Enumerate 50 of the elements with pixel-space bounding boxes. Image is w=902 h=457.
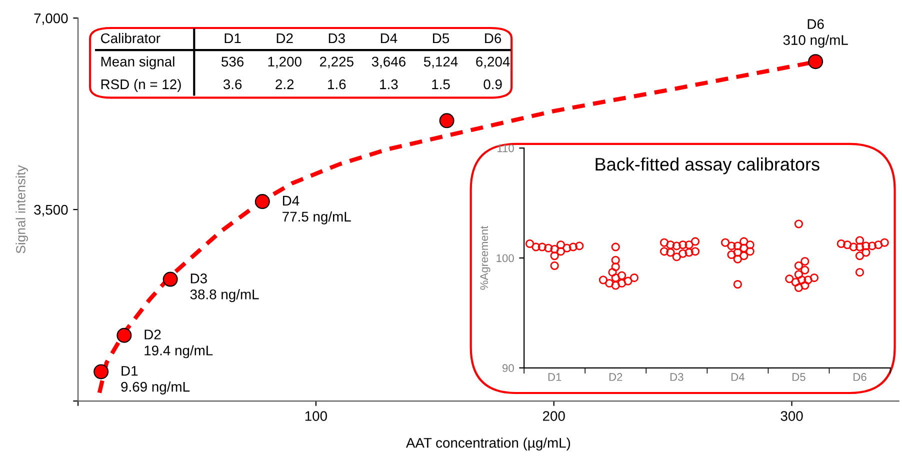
x-tick-label: D1 [548, 373, 562, 381]
annotation: Calibrator [101, 32, 160, 44]
y-tick-label: 90 [502, 364, 514, 372]
x-tick-label: 300 [780, 411, 803, 421]
y-axis-title: Signal intensity [16, 165, 28, 254]
point [808, 54, 824, 70]
annotation: 3,646 [372, 56, 406, 68]
y-tick-label: 110 [497, 144, 514, 152]
annotation: 0.9 [484, 79, 502, 90]
annotation: 1.6 [328, 79, 346, 90]
x-tick-label: 200 [542, 411, 565, 421]
annotation: 1,200 [268, 56, 302, 68]
annotation: D2 [276, 33, 293, 44]
annotation: D3 [328, 33, 345, 44]
annotation: 2,225 [320, 56, 354, 68]
x-tick-label: D3 [670, 373, 684, 381]
annotation: 1.3 [380, 79, 398, 90]
annotation: D4 [380, 34, 398, 44]
y-tick-label: 3,500 [34, 204, 68, 216]
x-tick-label: D6 [854, 373, 866, 381]
annotation: RSD (n = 12) [101, 79, 181, 92]
point [439, 113, 454, 128]
annotation: D1 9.69 ng/mL [121, 366, 190, 394]
annotation: D4 77.5 ng/mL [282, 196, 351, 224]
annotation: D2 19.4 ng/mL [144, 330, 213, 358]
x-axis-title: AAT concentration (µg/mL) [406, 438, 570, 451]
point [254, 194, 270, 210]
y-tick-label: 100 [496, 254, 514, 262]
chart-title: Back-fitted assay calibrators [596, 157, 820, 174]
point [162, 272, 178, 287]
x-tick-label: D2 [609, 373, 622, 381]
annotation: 2.2 [276, 79, 294, 90]
annotation: Mean signal [101, 56, 174, 70]
y-axis-title: %Agreement [480, 226, 490, 290]
annotation: D3 38.8 ng/mL [190, 274, 259, 302]
point [116, 328, 132, 343]
point [94, 364, 109, 380]
annotation: D6 310 ng/mL [783, 19, 848, 48]
annotation: D6 [485, 33, 502, 44]
annotation: D1 [224, 34, 241, 44]
x-tick-label: D5 [792, 373, 806, 381]
annotation: 1.5 [432, 80, 450, 90]
annotation: D5 [433, 34, 450, 44]
x-tick-label: 100 [305, 411, 327, 421]
annotation: 5,124 [424, 56, 458, 68]
x-tick-label: D4 [731, 373, 744, 381]
annotation: 6,204 [476, 56, 510, 68]
annotation: 536 [222, 56, 244, 67]
annotation: 3.6 [223, 79, 242, 90]
y-tick-label: 7,000 [34, 13, 68, 25]
